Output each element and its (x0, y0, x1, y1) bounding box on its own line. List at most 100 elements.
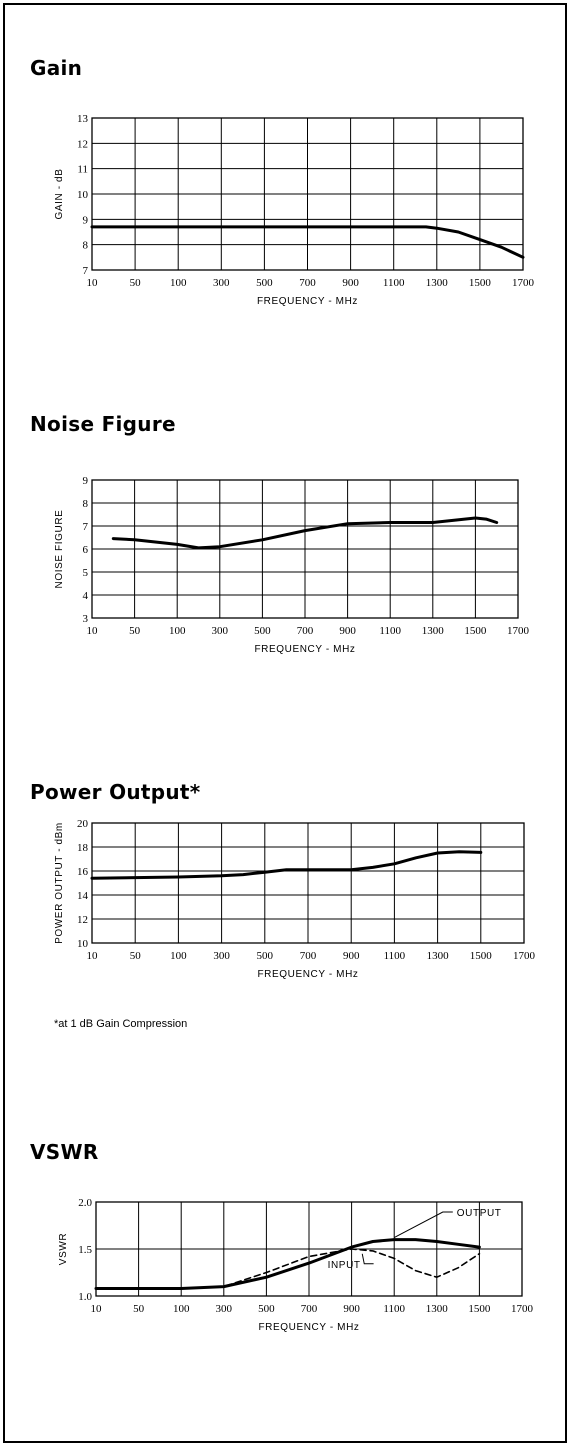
y-tick-label: 1.5 (78, 1244, 92, 1256)
x-tick-label: 700 (300, 950, 317, 962)
x-tick-label: 700 (299, 277, 316, 289)
y-tick-label: 9 (83, 214, 89, 226)
x-tick-label: 1100 (383, 1303, 405, 1315)
plot-border (91, 117, 524, 271)
series-label-output: OUTPUT (457, 1208, 502, 1219)
y-tick-label: 6 (83, 544, 89, 556)
y-tick-label: 13 (77, 113, 89, 125)
y-tick-label: 5 (83, 567, 89, 579)
y-tick-label: 10 (77, 189, 89, 201)
page-frame (3, 3, 567, 1443)
x-tick-label: 900 (342, 277, 359, 289)
y-tick-label: 18 (77, 842, 89, 854)
y-tick-label: 9 (83, 475, 89, 487)
x-tick-label: 1700 (511, 1303, 534, 1315)
x-tick-label: 100 (170, 950, 187, 962)
x-tick-label: 100 (169, 625, 186, 637)
x-tick-label: 10 (87, 277, 99, 289)
x-tick-label: 1100 (379, 625, 401, 637)
x-tick-label: 1700 (513, 950, 536, 962)
x-tick-label: 300 (216, 1303, 233, 1315)
x-tick-label: 50 (129, 625, 141, 637)
x-tick-label: 1500 (469, 277, 492, 289)
x-tick-label: 1300 (426, 277, 449, 289)
x-tick-label: 1500 (468, 1303, 491, 1315)
footnote-gain-compression: *at 1 dB Gain Compression (54, 1018, 188, 1030)
y-tick-label: 1.0 (78, 1291, 92, 1303)
x-axis-label: FREQUENCY - MHz (257, 969, 358, 980)
x-tick-label: 100 (173, 1303, 190, 1315)
x-tick-label: 50 (130, 950, 142, 962)
x-axis-label: FREQUENCY - MHz (258, 1322, 359, 1333)
y-axis-label: POWER OUTPUT - dBm (54, 822, 65, 944)
y-tick-label: 12 (77, 914, 88, 926)
x-tick-label: 1300 (427, 950, 450, 962)
x-tick-label: 700 (301, 1303, 318, 1315)
x-tick-label: 10 (87, 625, 99, 637)
y-tick-label: 8 (83, 240, 89, 252)
series-line-input (95, 1248, 481, 1290)
chart-title-power-output: Power Output* (30, 780, 201, 804)
x-tick-label: 900 (343, 950, 360, 962)
y-axis-label: NOISE FIGURE (54, 510, 65, 589)
chart-title-noise-figure: Noise Figure (30, 412, 176, 436)
chart-panel-gain: 10 50 100 300 500 700 900 1100 1300 1500 1700 7 8 9 10… (0, 110, 572, 340)
y-axis-label: GAIN - dB (54, 169, 65, 220)
chart-panel-power-output: 10 50 100 300 500 700 900 1100 1300 1500 1700 10 12 1… (0, 815, 572, 1045)
x-tick-label: 300 (213, 950, 230, 962)
x-tick-label: 500 (254, 625, 271, 637)
output-leader-line (393, 1211, 453, 1239)
x-tick-label: 300 (213, 277, 230, 289)
x-tick-label: 10 (91, 1303, 103, 1315)
y-tick-label: 2.0 (78, 1197, 92, 1209)
y-tick-label: 7 (83, 265, 89, 277)
y-tick-label: 20 (77, 818, 89, 830)
x-tick-label: 1500 (464, 625, 487, 637)
x-tick-label: 50 (133, 1303, 145, 1315)
plot-border (91, 479, 519, 619)
x-tick-label: 1700 (507, 625, 530, 637)
x-tick-label: 10 (87, 950, 99, 962)
x-tick-label: 500 (256, 277, 273, 289)
series-line-gain (90, 225, 525, 259)
x-tick-label: 50 (130, 277, 142, 289)
chart-power-output: 10 50 100 300 500 700 900 1100 1300 1500 1700 10 12 1… (54, 818, 536, 980)
y-tick-label: 3 (83, 613, 89, 625)
y-tick-label: 10 (77, 938, 89, 950)
x-tick-label: 700 (297, 625, 314, 637)
series-line-power-output (90, 850, 483, 880)
chart-gain: 10 50 100 300 500 700 900 1100 1300 1500 1700 7 8 9 10… (54, 113, 535, 307)
x-axis-label: FREQUENCY - MHz (257, 296, 358, 307)
x-tick-label: 300 (212, 625, 229, 637)
series-line-noise-figure (111, 516, 499, 550)
chart-title-vswr: VSWR (30, 1140, 99, 1164)
input-leader-line (361, 1253, 374, 1265)
plot-border (95, 1201, 523, 1297)
x-tick-label: 1300 (422, 625, 445, 637)
y-tick-label: 16 (77, 866, 89, 878)
y-tick-label: 7 (83, 521, 89, 533)
y-axis-label: VSWR (58, 1233, 69, 1265)
x-tick-label: 1300 (426, 1303, 449, 1315)
x-tick-label: 900 (343, 1303, 360, 1315)
y-tick-label: 4 (83, 590, 89, 602)
y-tick-label: 11 (77, 164, 88, 176)
x-tick-label: 1100 (384, 950, 406, 962)
chart-title-gain: Gain (30, 56, 83, 80)
x-tick-label: 1500 (470, 950, 493, 962)
x-tick-label: 500 (258, 1303, 275, 1315)
chart-vswr: 10 50 100 300 500 700 900 1100 1300 1500 1700 1.0 1.… (58, 1197, 534, 1333)
x-tick-label: 1100 (383, 277, 405, 289)
x-tick-label: 1700 (512, 277, 535, 289)
x-tick-label: 900 (339, 625, 356, 637)
plot-border (91, 822, 525, 944)
y-tick-label: 8 (83, 498, 89, 510)
chart-panel-vswr: 10 50 100 300 500 700 900 1100 1300 1500 1700 1.0 1.… (0, 1190, 572, 1420)
x-tick-label: 500 (257, 950, 274, 962)
chart-panel-noise-figure: 10 50 100 300 500 700 900 1100 1300 1500 1700 3 4 5 6 7… (0, 470, 572, 700)
y-tick-label: 12 (77, 138, 88, 150)
y-tick-label: 14 (77, 890, 89, 902)
x-tick-label: 100 (170, 277, 187, 289)
x-axis-label: FREQUENCY - MHz (254, 644, 355, 655)
chart-noise-figure: 10 50 100 300 500 700 900 1100 1300 1500 1700 3 4 5 6 7… (54, 475, 530, 655)
